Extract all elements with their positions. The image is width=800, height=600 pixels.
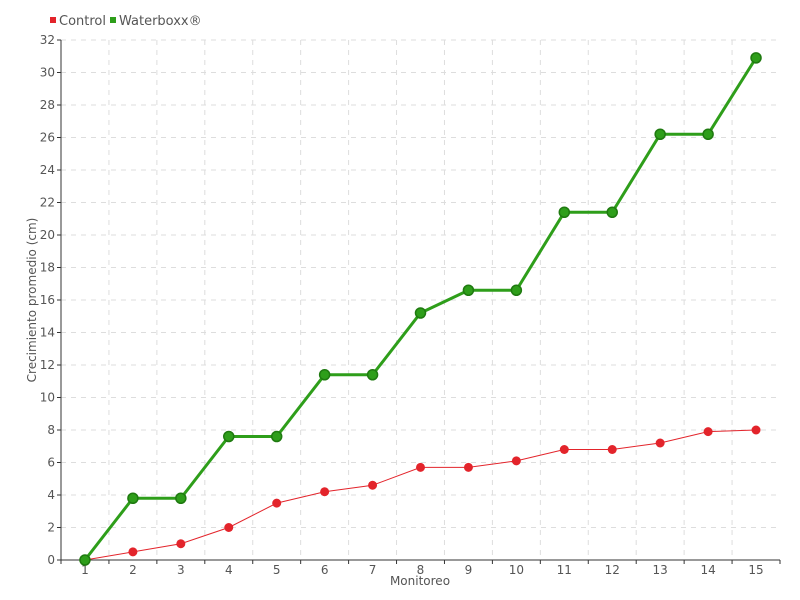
x-tick-label: 4 — [225, 563, 233, 577]
y-tick-label: 28 — [40, 98, 55, 112]
x-tick-label: 1 — [81, 563, 89, 577]
y-tick-label: 0 — [47, 553, 55, 567]
x-tick-label: 10 — [509, 563, 524, 577]
y-tick-label: 2 — [47, 521, 55, 535]
data-point-control[interactable] — [703, 427, 713, 437]
x-tick-label: 8 — [417, 563, 425, 577]
data-point-control[interactable] — [511, 456, 521, 466]
data-point-waterboxx[interactable] — [366, 369, 379, 381]
legend[interactable]: Control Waterboxx® — [50, 14, 202, 29]
data-point-waterboxx[interactable] — [414, 307, 427, 319]
data-point-waterboxx[interactable] — [223, 430, 235, 443]
data-point-control[interactable] — [607, 445, 617, 454]
data-point-waterboxx[interactable] — [79, 554, 91, 566]
y-tick-label: 12 — [40, 358, 55, 372]
data-point-control[interactable] — [463, 462, 473, 472]
legend-item-waterboxx[interactable]: Waterboxx® — [110, 14, 202, 29]
y-tick-label: 14 — [40, 326, 55, 340]
y-tick-label: 22 — [40, 196, 55, 210]
x-tick-label: 14 — [700, 563, 715, 577]
y-tick-label: 16 — [40, 293, 55, 307]
data-point-waterboxx[interactable] — [318, 369, 331, 381]
legend-label-waterboxx: Waterboxx® — [119, 14, 202, 29]
x-tick-label: 5 — [273, 563, 281, 577]
data-point-waterboxx[interactable] — [558, 206, 571, 218]
data-point-control[interactable] — [128, 547, 138, 557]
x-tick-label: 15 — [748, 563, 763, 577]
data-point-waterboxx[interactable] — [606, 206, 618, 218]
data-point-control[interactable] — [176, 539, 186, 549]
x-tick-label: 13 — [653, 563, 668, 577]
y-tick-label: 30 — [40, 66, 55, 80]
y-tick-label: 4 — [47, 488, 55, 502]
series — [79, 52, 762, 566]
data-point-control[interactable] — [416, 462, 425, 472]
y-axis-title: Crecimiento promedio (cm) — [25, 218, 39, 383]
data-point-waterboxx[interactable] — [462, 284, 475, 296]
y-tick-label: 10 — [40, 391, 55, 405]
data-point-waterboxx[interactable] — [654, 128, 666, 140]
x-tick-label: 2 — [129, 563, 137, 577]
y-tick-label: 20 — [40, 228, 55, 242]
data-point-control[interactable] — [751, 425, 761, 435]
data-point-control[interactable] — [655, 438, 665, 448]
x-tick-label: 11 — [557, 563, 572, 577]
y-tick-label: 18 — [40, 261, 55, 275]
y-tick-label: 26 — [40, 131, 55, 145]
x-tick-label: 3 — [177, 563, 185, 577]
legend-swatch-control — [50, 17, 56, 23]
legend-item-control[interactable]: Control — [50, 14, 106, 29]
y-tick-label: 32 — [40, 33, 55, 47]
x-axis-title: Monitoreo — [390, 574, 450, 588]
legend-swatch-waterboxx — [110, 17, 116, 23]
x-tick-label: 6 — [321, 563, 329, 577]
data-point-waterboxx[interactable] — [175, 492, 187, 504]
x-tick-label: 9 — [465, 563, 473, 577]
data-point-control[interactable] — [320, 487, 330, 497]
data-point-control[interactable] — [224, 523, 234, 532]
y-tick-label: 6 — [47, 456, 55, 470]
grid — [61, 39, 780, 560]
y-tick-label: 8 — [47, 423, 55, 437]
data-point-waterboxx[interactable] — [750, 52, 762, 64]
y-tick-label: 24 — [40, 163, 55, 177]
data-point-waterboxx[interactable] — [270, 430, 283, 443]
data-point-control[interactable] — [559, 445, 569, 454]
x-tick-label: 7 — [369, 563, 377, 577]
x-tick-labels: 1 2 3 4 5 6 7 8 9 10 11 12 13 14 15 — [60, 560, 781, 577]
legend-label-control: Control — [59, 14, 106, 29]
data-point-waterboxx[interactable] — [510, 284, 523, 296]
x-tick-label: 12 — [605, 563, 620, 577]
data-point-waterboxx[interactable] — [127, 492, 139, 504]
data-point-control[interactable] — [272, 498, 282, 508]
data-point-waterboxx[interactable] — [702, 128, 714, 140]
data-point-control[interactable] — [368, 480, 378, 490]
